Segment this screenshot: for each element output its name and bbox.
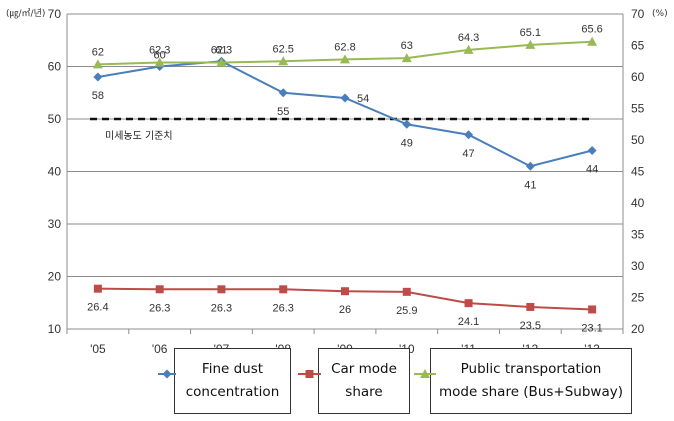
legend-label-line1: Public transportation: [460, 361, 602, 377]
axes: [66, 14, 624, 334]
y-left-tick-label: 30: [48, 217, 62, 231]
data-label: 44: [586, 164, 598, 176]
data-label: 62.8: [334, 41, 355, 53]
y-right-tick-label: 50: [631, 133, 645, 147]
y-right-tick-label: 25: [631, 291, 645, 305]
data-label: 49: [401, 137, 413, 149]
y-left-tick-label: 60: [48, 60, 62, 74]
data-label: 65.6: [581, 24, 602, 36]
data-label: 60: [154, 50, 166, 62]
y-left-unit: (㎍/㎥/년): [6, 8, 45, 19]
data-point-diamond: [402, 119, 412, 129]
data-label: 24.1: [458, 316, 479, 328]
data-label: 65.1: [520, 27, 541, 39]
data-label: 62.5: [273, 43, 294, 55]
y-right-tick-label: 40: [631, 196, 645, 210]
legend-label-line2: share: [345, 384, 383, 400]
data-point-square: [217, 285, 226, 294]
y-right-tick-label: 70: [631, 7, 645, 21]
data-point-square: [279, 285, 288, 294]
data-point-triangle: [587, 36, 598, 46]
data-point-square: [155, 285, 164, 294]
y-right-tick-label: 30: [631, 259, 645, 273]
legend-label-line2: concentration: [185, 384, 280, 400]
legend-label-line1: Car mode: [331, 361, 397, 377]
legend-item-car-mode-share: Car mode share: [318, 348, 410, 414]
data-label: 26.3: [211, 302, 232, 314]
data-point-triangle: [525, 39, 536, 49]
data-label: 54: [357, 93, 369, 105]
data-label: 64.3: [458, 32, 479, 44]
data-label: 26.3: [149, 302, 170, 314]
series-line: [97, 60, 593, 168]
data-point-diamond: [464, 130, 474, 140]
y-right-tick-label: 20: [631, 322, 645, 336]
legend-label-line2: mode share (Bus+Subway): [439, 384, 623, 400]
data-labels: 58 60 61 55 54 49 47 41 44 26.4 26.3 26.3 26.3 26 25.9…: [87, 24, 603, 335]
data-point-triangle: [278, 56, 289, 66]
legend-item-fine-dust: Fine dust concentration: [174, 348, 291, 414]
y-left-tick-label: 70: [48, 7, 62, 21]
data-point-diamond: [340, 93, 350, 103]
y-left-tick-label: 40: [48, 165, 62, 179]
data-label: 25.9: [396, 305, 417, 317]
data-label: 26.3: [273, 302, 294, 314]
data-point-triangle: [154, 57, 165, 67]
y-right-tick-label: 55: [631, 102, 645, 116]
data-point-triangle: [340, 54, 350, 64]
data-point-square: [526, 302, 535, 311]
data-label: 26.4: [87, 302, 108, 314]
y-right-unit: (%): [652, 9, 668, 19]
y-right-tick-label: 35: [631, 228, 645, 242]
y-right-tick-label: 65: [631, 39, 645, 53]
series-diamond: [93, 56, 597, 171]
data-label: 58: [92, 90, 104, 102]
data-label: 62.3: [149, 45, 170, 57]
data-label: 23.1: [581, 322, 602, 334]
data-point-diamond: [278, 88, 288, 98]
legend-item-public-transport: Public transportation mode share (Bus+Sub…: [430, 348, 632, 414]
data-point-triangle: [92, 59, 103, 69]
x-tick-label: '06: [152, 342, 168, 356]
legend-label-line1: Fine dust: [201, 361, 264, 377]
y-left-tick-label: 10: [48, 322, 62, 336]
series-triangle: [92, 36, 598, 69]
series-group: [92, 36, 598, 314]
x-tick-label: '05: [90, 342, 106, 356]
data-point-square: [341, 287, 349, 296]
data-point-diamond: [525, 161, 535, 171]
y-right-tick-label: 45: [631, 165, 645, 179]
y-right-tick-label: 60: [631, 70, 645, 84]
data-label: 63: [401, 40, 413, 52]
data-point-triangle: [216, 57, 227, 67]
data-point-square: [402, 287, 411, 296]
data-point-square: [588, 305, 597, 314]
y-left-tick-label: 50: [48, 112, 62, 126]
data-label: 62: [92, 46, 104, 58]
data-point-triangle: [463, 44, 474, 54]
data-point-triangle: [401, 53, 412, 63]
data-label: 23.5: [520, 320, 541, 332]
series-square: [93, 284, 597, 314]
data-label: 41: [524, 179, 536, 191]
reference-line-group: 미세농도 기준치: [90, 117, 592, 142]
y-left-tick-label: 20: [48, 270, 62, 284]
data-label: 55: [277, 106, 289, 118]
data-label: 61: [215, 44, 227, 56]
reference-line-label: 미세농도 기준치: [105, 130, 173, 142]
data-point-diamond: [587, 146, 597, 155]
data-point-square: [464, 299, 473, 308]
data-label: 62.3: [211, 45, 232, 57]
data-label: 26: [339, 304, 351, 316]
data-point-diamond: [93, 72, 103, 82]
data-label: 47: [462, 148, 474, 160]
data-point-square: [93, 284, 102, 293]
